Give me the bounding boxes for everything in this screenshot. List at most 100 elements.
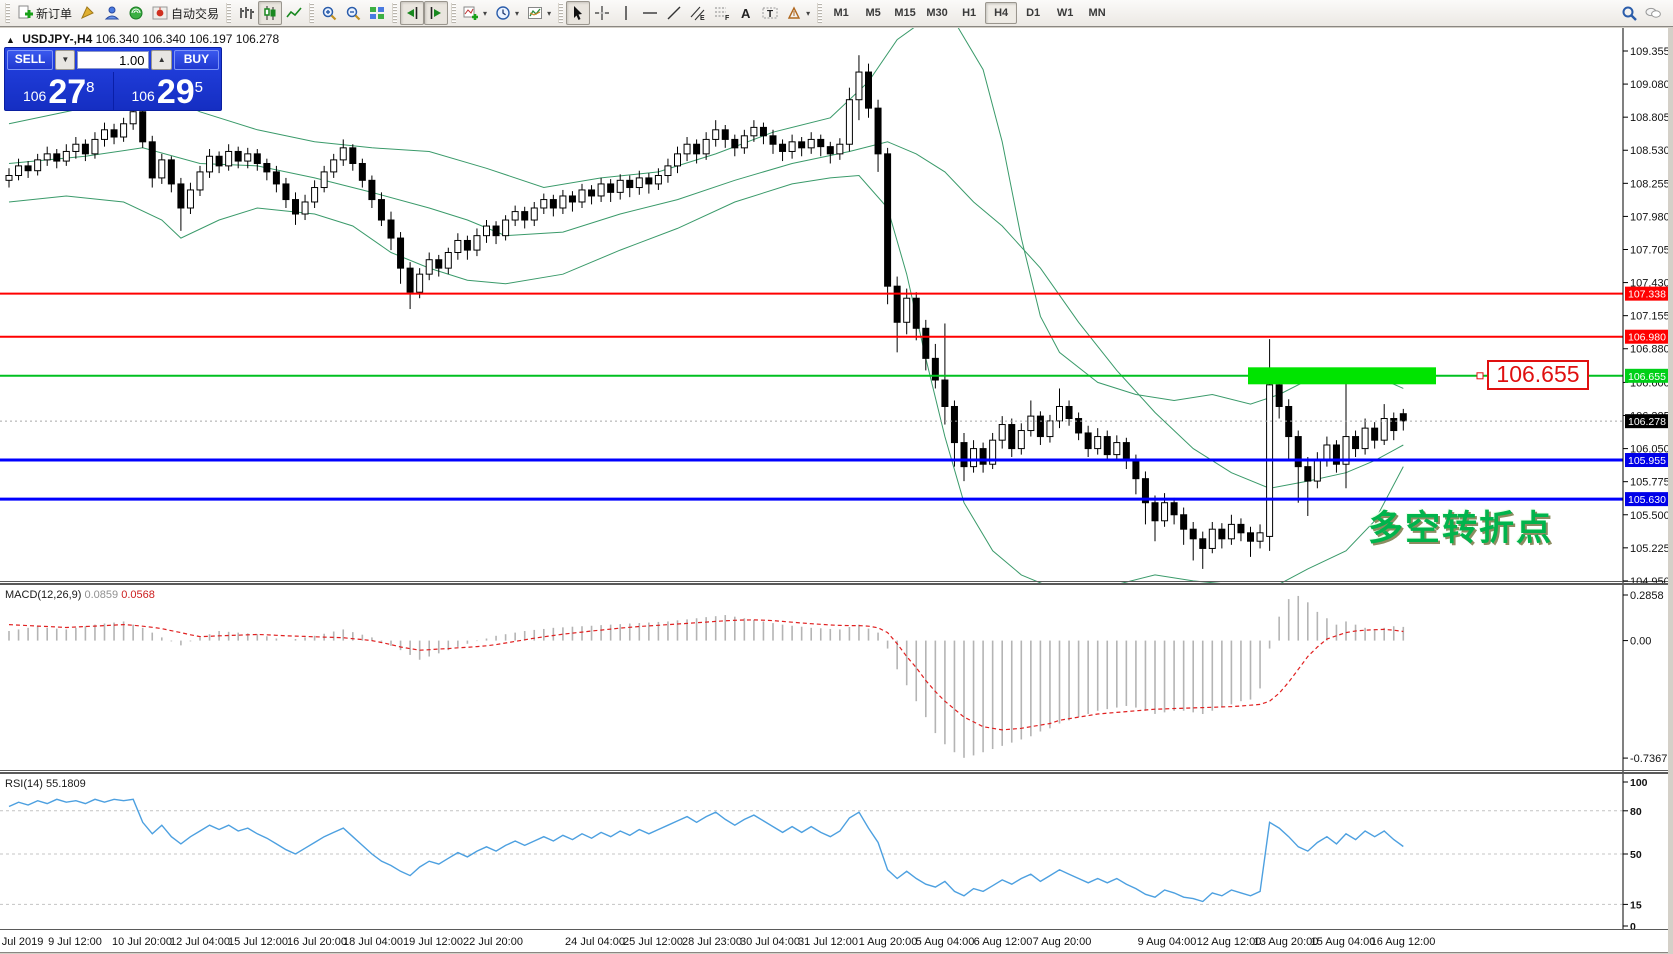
svg-text:0.00: 0.00 [1630,636,1651,648]
svg-text:105.500: 105.500 [1630,510,1668,522]
timeframe-h1-button[interactable]: H1 [962,7,977,19]
svg-text:15: 15 [1630,899,1642,911]
svg-text:13 Aug 20:00: 13 Aug 20:00 [1254,936,1319,948]
horizontal-line-button[interactable] [638,1,662,25]
textlabel-icon: T [762,7,778,20]
svg-text:7 Aug 20:00: 7 Aug 20:00 [1033,936,1092,948]
line-icon [286,7,302,18]
equidistant-channel-button[interactable]: E [686,1,710,25]
svg-text:22 Jul 20:00: 22 Jul 20:00 [463,936,523,948]
arrows-button[interactable]: ▾ [782,1,814,25]
svg-text:107.705: 107.705 [1630,244,1668,256]
svg-text:12 Jul 04:00: 12 Jul 04:00 [170,936,230,948]
timeframe-m1-button[interactable]: M1 [833,7,849,19]
zoom-in-button[interactable] [317,1,341,25]
timeframe-h4-button[interactable]: H4 [985,2,1018,24]
dropdown-arrow-icon: ▾ [515,8,520,18]
search-button[interactable] [1617,1,1641,25]
chart-title: ▲ USDJPY-,H4 106.340 106.340 106.197 106… [6,32,279,46]
price-pane: 109.355 109.080 108.805 108.530 108.255 107.9… [0,28,1668,583]
svg-text:105.225: 105.225 [1630,543,1668,555]
svg-text:0: 0 [1630,921,1636,929]
candle-chart-button[interactable] [258,1,283,25]
buy-button[interactable]: BUY [173,50,220,70]
timeframe-mn-button[interactable]: MN [1088,7,1106,19]
chart-window: 109.355 109.080 108.805 108.530 108.255 107.9… [0,28,1668,954]
main-toolbar: 新订单 自动交易 ▾ ▾ ▾ E F A T ▾ M1 M5 M15 M30 H1 H4 D1 W1 MN [0,0,1673,27]
periods-icon [496,6,510,20]
svg-text:A: A [741,6,751,21]
periods-button[interactable]: ▾ [491,1,523,25]
indicators-button[interactable]: ▾ [459,1,491,25]
chinese-annotation[interactable]: 多空转折点 [1368,509,1554,548]
vertical-line-button[interactable] [614,1,638,25]
candles-icon [264,6,276,20]
chart-symbol-period: USDJPY-,H4 [22,32,93,46]
toolbar-grip [817,3,823,23]
volume-decrease-button[interactable]: ▼ [55,50,76,70]
text-button[interactable]: A [734,1,758,25]
text-icon: A [741,6,751,21]
hline-icon [643,12,658,14]
new-order-icon [18,5,33,19]
svg-text:106.880: 106.880 [1630,344,1668,356]
svg-text:9 Aug 04:00: 9 Aug 04:00 [1138,936,1197,948]
timeframe-m30-button[interactable]: M30 [926,7,948,19]
svg-text:105.775: 105.775 [1630,477,1668,489]
sell-price-main: 27 [48,73,87,111]
sell-button[interactable]: SELL [7,50,54,70]
timeframe-d1-button[interactable]: D1 [1026,7,1041,19]
svg-text:16 Aug 12:00: 16 Aug 12:00 [1371,936,1436,948]
chart-shift-button[interactable] [424,1,449,25]
templates-icon [528,7,543,19]
gold-arrow-icon [81,6,94,20]
volume-input[interactable] [77,51,150,69]
templates-button[interactable]: ▾ [523,1,555,25]
svg-text:107.155: 107.155 [1630,311,1668,323]
svg-text:0.2858: 0.2858 [1630,590,1664,602]
bookmark-button[interactable] [76,1,100,25]
svg-text:12 Aug 12:00: 12 Aug 12:00 [1197,936,1262,948]
svg-text:106.050: 106.050 [1630,444,1668,456]
svg-text:80: 80 [1630,806,1642,818]
svg-text:T: T [767,9,773,20]
svg-text:109.355: 109.355 [1630,46,1668,58]
toolbar-grip [451,3,457,23]
svg-text:9 Jul 12:00: 9 Jul 12:00 [48,936,102,948]
svg-text:15 Aug 04:00: 15 Aug 04:00 [1311,936,1376,948]
auto-scroll-button[interactable] [400,1,425,25]
svg-text:107.430: 107.430 [1630,278,1668,290]
toolbar-grip [392,3,398,23]
svg-text:16 Jul 20:00: 16 Jul 20:00 [287,936,347,948]
timeframe-m5-button[interactable]: M5 [865,7,881,19]
toolbar-grip [309,3,315,23]
trendline-button[interactable] [662,1,686,25]
new-order-button[interactable]: 新订单 [13,1,76,25]
fibonacci-button[interactable]: F [710,1,734,25]
macd-pane: 0.2858 0.00 -0.7367 MACD(12,26,9) 0.0859 0… [0,583,1668,772]
buy-price[interactable]: 106 29 5 [114,72,222,110]
bar-chart-button[interactable] [234,1,258,25]
autotrading-button[interactable]: 自动交易 [148,1,223,25]
rsi-pane: 100 80 50 15 0 RSI(14) 55.1809 [0,772,1668,929]
cursor-button[interactable] [566,1,591,25]
trendline-icon [667,6,681,20]
volume-increase-button[interactable]: ▲ [151,50,172,70]
line-chart-button[interactable] [282,1,306,25]
zoom-out-button[interactable] [341,1,365,25]
crosshair-button[interactable] [590,1,614,25]
one-click-collapse-icon[interactable]: ▲ [6,35,15,45]
buy-price-sup: 5 [194,79,204,96]
timeframe-w1-button[interactable]: W1 [1056,7,1074,19]
price-callout-label[interactable]: 106.655 [1487,360,1589,390]
timeframe-m15-button[interactable]: M15 [894,7,916,19]
signals-button[interactable] [124,1,148,25]
chat-button[interactable] [1641,1,1665,25]
tile-windows-button[interactable] [365,1,389,25]
text-label-button[interactable]: T [758,1,782,25]
window-bottom-strip [0,952,1668,954]
svg-text:106.655: 106.655 [1628,371,1666,383]
profiles-button[interactable] [100,1,124,25]
sell-price[interactable]: 106 27 8 [5,72,114,110]
